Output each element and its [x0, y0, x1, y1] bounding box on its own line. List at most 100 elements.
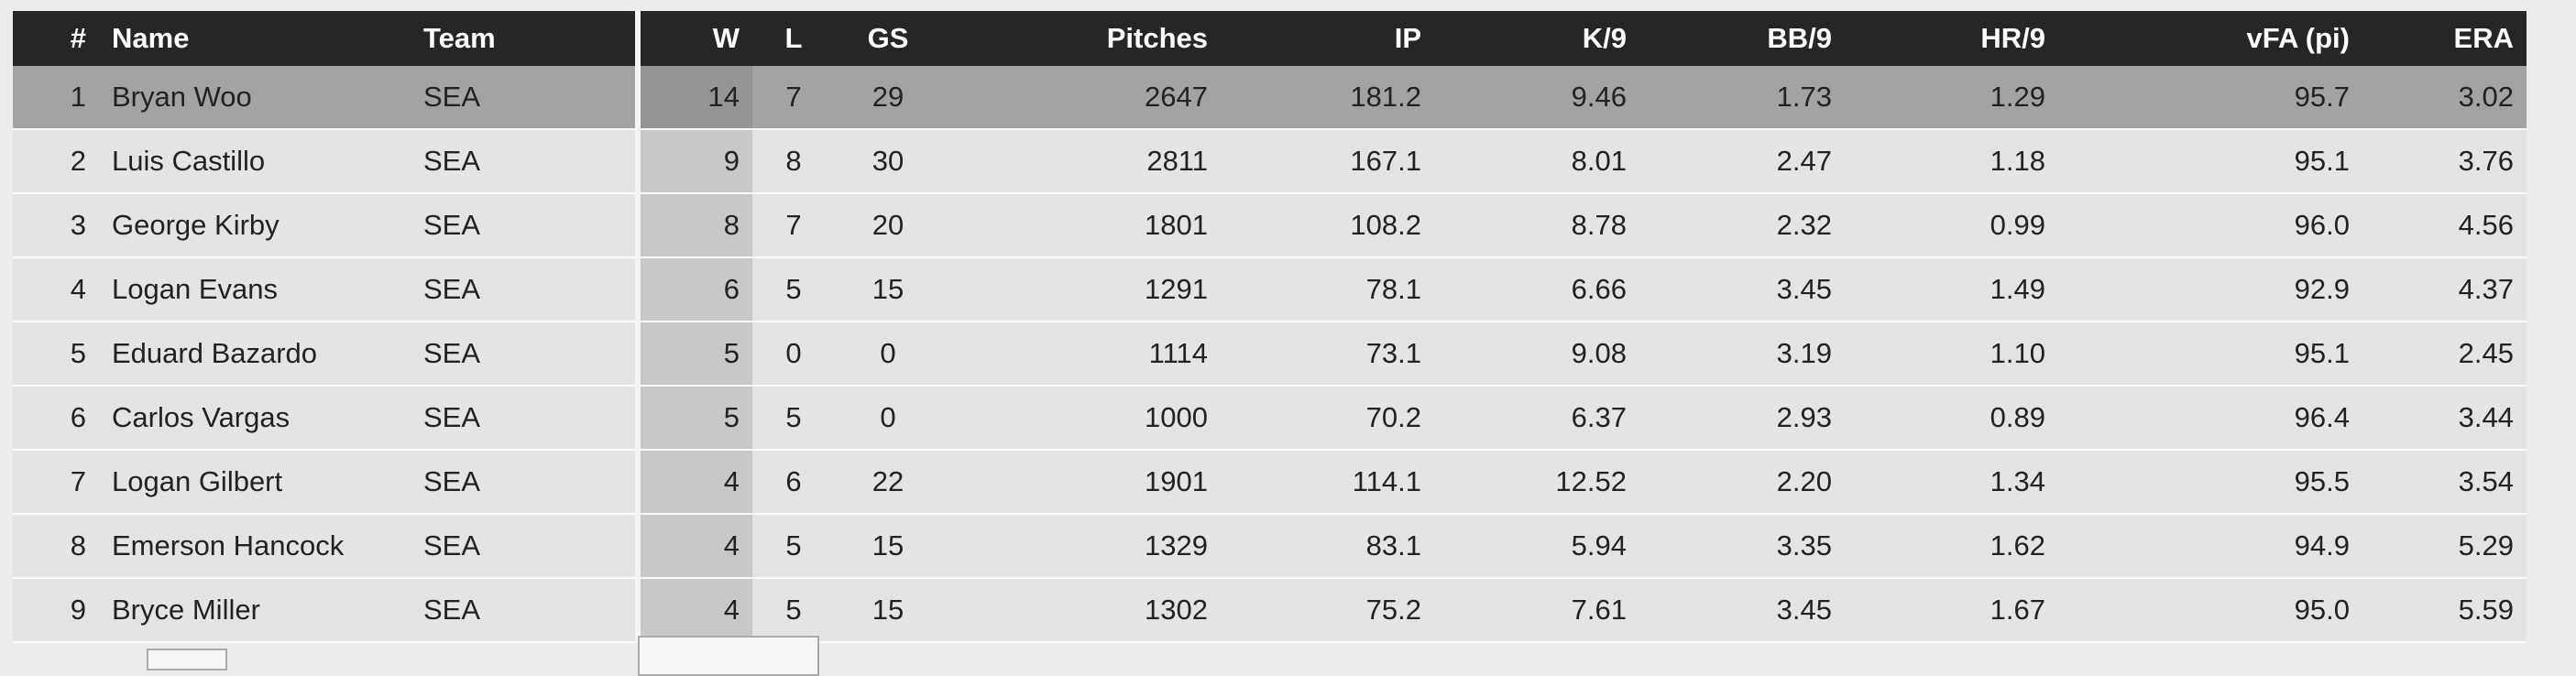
cell: 1.62 [1845, 514, 2058, 579]
cell: 2.45 [2362, 322, 2527, 387]
column-header[interactable]: GS [835, 11, 941, 66]
cell: 5.29 [2362, 514, 2527, 579]
cell: 2.47 [1639, 129, 1845, 194]
cell: 2647 [941, 66, 1221, 130]
cell: 8.01 [1434, 129, 1639, 194]
cell: 3.02 [2362, 66, 2527, 130]
cell: 20 [835, 193, 941, 258]
cell: Emerson Hancock [99, 514, 411, 579]
cell: 30 [835, 129, 941, 194]
cell: 4 [638, 578, 752, 643]
cell: SEA [411, 386, 641, 451]
cell: 1.67 [1845, 578, 2058, 643]
cell: 1302 [941, 578, 1221, 643]
stats-table: # Name Team W L GS Pitches IP K/9 BB/9 HR/9 vFA (pi… [13, 11, 2527, 643]
cell: 3.45 [1639, 578, 1845, 643]
cell: 8 [638, 193, 752, 258]
column-header[interactable]: W [638, 11, 752, 66]
cell: 7 [752, 66, 835, 130]
cell: 114.1 [1221, 450, 1434, 515]
page-size-box[interactable] [147, 649, 227, 671]
player-row[interactable]: 4 Logan Evans SEA 6 5 15 1291 78.1 6.66 3.45 1.49 9… [13, 257, 2527, 322]
column-header[interactable]: Team [411, 11, 641, 66]
player-row[interactable]: 9 Bryce Miller SEA 4 5 15 1302 75.2 7.61 3.45 1.67… [13, 578, 2527, 643]
cell: 1.73 [1639, 66, 1845, 130]
cell: 0.99 [1845, 193, 2058, 258]
cell: 1291 [941, 257, 1221, 322]
cell: 181.2 [1221, 66, 1434, 130]
cell: 3.44 [2362, 386, 2527, 451]
cell: 1.10 [1845, 322, 2058, 387]
cell: SEA [411, 66, 641, 130]
player-row[interactable]: 3 George Kirby SEA 8 7 20 1801 108.2 8.78 2.32 0.9… [13, 193, 2527, 258]
cell: 96.4 [2058, 386, 2362, 451]
cell: 9.08 [1434, 322, 1639, 387]
player-row[interactable]: 8 Emerson Hancock SEA 4 5 15 1329 83.1 5.94 3.35 1… [13, 514, 2527, 579]
cell: Eduard Bazardo [99, 322, 411, 387]
column-header[interactable]: BB/9 [1639, 11, 1845, 66]
cell: George Kirby [99, 193, 411, 258]
cell: 94.9 [2058, 514, 2362, 579]
column-header[interactable]: ERA [2362, 11, 2527, 66]
cell: 1329 [941, 514, 1221, 579]
player-row[interactable]: 1 Bryan Woo SEA 14 7 29 2647 181.2 9.46 1.73 1.29 9… [13, 66, 2527, 130]
cell: 1000 [941, 386, 1221, 451]
cell: 2 [13, 129, 99, 194]
cell: 1801 [941, 193, 1221, 258]
cell: 5 [752, 514, 835, 579]
column-header[interactable]: Pitches [941, 11, 1221, 66]
cell: 5.94 [1434, 514, 1639, 579]
player-row[interactable]: 2 Luis Castillo SEA 9 8 30 2811 167.1 8.01 2.47 1.… [13, 129, 2527, 194]
cell: Logan Gilbert [99, 450, 411, 515]
cell: 6 [752, 450, 835, 515]
column-header[interactable]: IP [1221, 11, 1434, 66]
cell: 22 [835, 450, 941, 515]
cell: 73.1 [1221, 322, 1434, 387]
cell: 6.37 [1434, 386, 1639, 451]
column-header[interactable]: vFA (pi) [2058, 11, 2362, 66]
player-row[interactable]: 6 Carlos Vargas SEA 5 5 0 1000 70.2 6.37 2.93 0.89… [13, 386, 2527, 451]
cell: 2.93 [1639, 386, 1845, 451]
cell: 4 [638, 450, 752, 515]
header-row: # Name Team W L GS Pitches IP K/9 BB/9 HR/9 vFA (pi… [13, 11, 2527, 66]
cell: 9 [638, 129, 752, 194]
cell: 5.59 [2362, 578, 2527, 643]
column-header[interactable]: # [13, 11, 99, 66]
table-body: 1 Bryan Woo SEA 14 7 29 2647 181.2 9.46 1.73 1.29 9… [13, 66, 2527, 643]
cell: 108.2 [1221, 193, 1434, 258]
cell: 8.78 [1434, 193, 1639, 258]
cell: SEA [411, 257, 641, 322]
cell: 96.0 [2058, 193, 2362, 258]
cell: 5 [638, 386, 752, 451]
player-row[interactable]: 7 Logan Gilbert SEA 4 6 22 1901 114.1 12.52 2.20 1… [13, 450, 2527, 515]
column-header[interactable]: Name [99, 11, 411, 66]
cell: 3.19 [1639, 322, 1845, 387]
cell: 3.76 [2362, 129, 2527, 194]
cell: 3.45 [1639, 257, 1845, 322]
cell: SEA [411, 322, 641, 387]
cell: 9 [13, 578, 99, 643]
cell: 75.2 [1221, 578, 1434, 643]
cell: 1.49 [1845, 257, 2058, 322]
cell: 15 [835, 514, 941, 579]
pager-box[interactable] [638, 636, 819, 676]
cell: 29 [835, 66, 941, 130]
column-header[interactable]: L [752, 11, 835, 66]
column-header[interactable]: K/9 [1434, 11, 1639, 66]
cell: 3.54 [2362, 450, 2527, 515]
cell: 83.1 [1221, 514, 1434, 579]
cell: 5 [752, 257, 835, 322]
cell: 4.37 [2362, 257, 2527, 322]
cell: 8 [752, 129, 835, 194]
column-header[interactable]: HR/9 [1845, 11, 2058, 66]
cell: Bryan Woo [99, 66, 411, 130]
cell: SEA [411, 514, 641, 579]
cell: 95.5 [2058, 450, 2362, 515]
player-row[interactable]: 5 Eduard Bazardo SEA 5 0 0 1114 73.1 9.08 3.19 1.1… [13, 322, 2527, 387]
cell: Carlos Vargas [99, 386, 411, 451]
cell: 1 [13, 66, 99, 130]
cell: 14 [638, 66, 752, 130]
cell: 15 [835, 257, 941, 322]
cell: 5 [638, 322, 752, 387]
cell: SEA [411, 129, 641, 194]
